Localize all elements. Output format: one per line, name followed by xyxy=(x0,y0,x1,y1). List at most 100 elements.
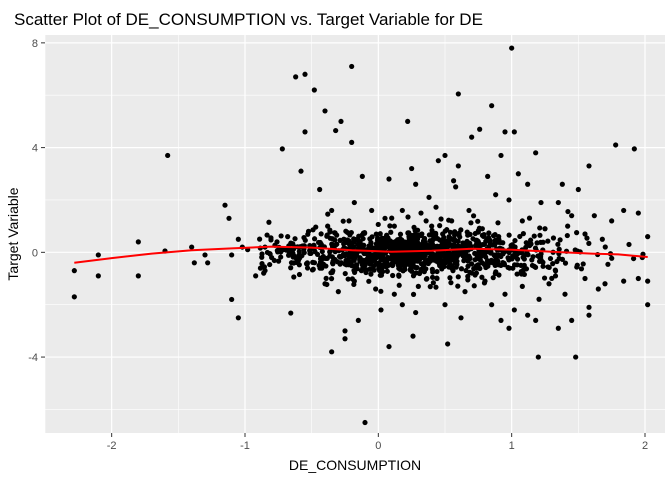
data-point xyxy=(325,223,331,229)
data-point xyxy=(399,207,405,214)
data-point xyxy=(525,181,531,187)
data-point xyxy=(562,291,568,297)
data-point xyxy=(480,233,487,239)
data-point xyxy=(366,244,372,250)
data-point xyxy=(334,259,341,265)
data-point xyxy=(377,231,383,237)
data-point xyxy=(538,257,544,263)
data-point xyxy=(574,230,580,236)
data-point xyxy=(267,261,273,268)
data-point xyxy=(354,262,360,268)
data-point xyxy=(412,264,418,271)
data-point xyxy=(346,218,352,224)
data-point xyxy=(506,232,512,238)
data-point xyxy=(351,252,357,258)
data-point xyxy=(591,213,597,219)
data-point xyxy=(419,268,425,274)
data-point xyxy=(535,354,541,360)
data-point xyxy=(484,237,490,243)
data-point xyxy=(264,232,270,238)
data-point xyxy=(450,178,457,184)
data-point xyxy=(419,231,425,237)
data-point xyxy=(423,276,430,282)
data-point xyxy=(351,281,357,288)
data-point xyxy=(368,271,374,277)
data-point xyxy=(573,354,579,360)
data-point xyxy=(537,225,543,231)
data-point xyxy=(630,255,637,262)
data-point xyxy=(346,254,353,260)
data-point xyxy=(413,309,419,316)
data-point xyxy=(492,232,498,238)
data-point xyxy=(257,265,264,271)
data-point xyxy=(449,263,455,269)
data-point xyxy=(366,266,373,272)
data-point xyxy=(526,215,533,221)
data-point xyxy=(531,233,537,239)
data-point xyxy=(506,249,512,256)
data-point xyxy=(479,274,485,280)
data-point xyxy=(427,258,433,264)
data-point xyxy=(388,229,394,235)
data-point xyxy=(268,235,274,241)
data-point xyxy=(278,233,284,239)
data-point xyxy=(513,254,519,260)
data-point xyxy=(331,230,338,236)
data-point xyxy=(294,258,301,265)
data-point xyxy=(474,238,480,244)
data-point xyxy=(334,241,340,247)
data-point xyxy=(414,258,420,264)
data-point xyxy=(532,245,539,251)
data-point xyxy=(518,269,524,275)
data-point xyxy=(463,267,469,274)
data-point xyxy=(357,244,363,250)
data-point xyxy=(469,134,475,140)
data-point xyxy=(191,260,197,266)
data-point xyxy=(465,232,471,238)
data-point xyxy=(512,237,518,244)
data-point xyxy=(95,273,101,279)
data-point xyxy=(486,260,492,266)
data-point xyxy=(285,234,291,240)
y-tick-label: 8 xyxy=(32,38,38,50)
data-point xyxy=(430,280,436,286)
data-point xyxy=(521,256,527,262)
data-point xyxy=(420,251,426,257)
data-point xyxy=(275,249,281,255)
data-point xyxy=(384,234,390,241)
data-point xyxy=(205,260,211,266)
y-tick-label: 0 xyxy=(32,247,38,259)
data-point xyxy=(384,268,390,274)
data-point xyxy=(351,257,357,264)
data-point xyxy=(327,227,333,233)
data-point xyxy=(396,272,402,278)
data-point xyxy=(490,275,496,281)
data-point xyxy=(426,194,432,200)
data-point xyxy=(342,270,348,277)
data-point xyxy=(462,289,468,295)
data-point xyxy=(440,237,446,244)
data-point xyxy=(552,268,559,274)
data-point xyxy=(286,247,292,253)
data-point xyxy=(457,234,463,240)
data-point xyxy=(343,251,349,257)
data-point xyxy=(455,238,461,244)
data-point xyxy=(536,296,542,302)
data-point xyxy=(437,223,443,229)
data-point xyxy=(369,234,375,240)
data-point xyxy=(202,252,208,258)
data-point xyxy=(396,282,402,288)
data-point xyxy=(95,252,101,258)
data-point xyxy=(285,252,292,258)
data-point xyxy=(626,241,632,248)
data-point xyxy=(275,258,282,264)
data-point xyxy=(389,241,395,247)
data-point xyxy=(329,207,335,214)
data-point xyxy=(452,229,458,235)
data-point xyxy=(605,261,611,267)
data-point xyxy=(514,271,520,277)
data-point xyxy=(415,227,421,233)
data-point xyxy=(645,234,651,240)
data-point xyxy=(435,253,442,259)
data-point xyxy=(386,176,392,182)
